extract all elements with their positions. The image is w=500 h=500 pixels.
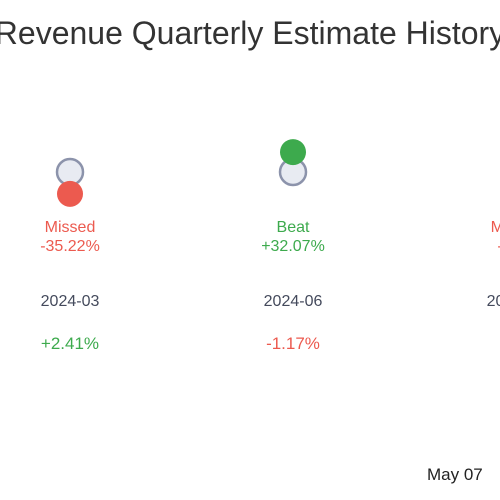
period-label: 2024-03 <box>41 293 100 310</box>
footer-date: May 07 <box>427 465 483 484</box>
quarter-group: Beat +32.07% 2024-06 -1.17% <box>261 139 325 353</box>
surprise-label: +32.07% <box>261 238 325 255</box>
status-label: Missed <box>491 219 500 236</box>
surprise-label: -35.22% <box>40 238 100 255</box>
period-label: 2024-09 <box>487 293 500 310</box>
change-label: -1.17% <box>266 334 320 353</box>
quarter-group: Missed -35.22% 2024-03 +2.41% <box>40 157 100 353</box>
actual-point <box>280 139 306 166</box>
chart-title: Revenue Quarterly Estimate History <box>0 15 500 51</box>
quarter-group: Missed-54%2024-09-0 <box>487 219 500 310</box>
change-label: +2.41% <box>41 334 99 353</box>
status-label: Missed <box>45 219 96 236</box>
quarters-layer: Missed -35.22% 2024-03 +2.41% Beat +32.07% 202… <box>40 139 500 353</box>
period-label: 2024-06 <box>264 293 323 310</box>
actual-point <box>57 180 83 207</box>
surprise-label: -54% <box>497 238 500 255</box>
status-label: Beat <box>277 219 310 236</box>
